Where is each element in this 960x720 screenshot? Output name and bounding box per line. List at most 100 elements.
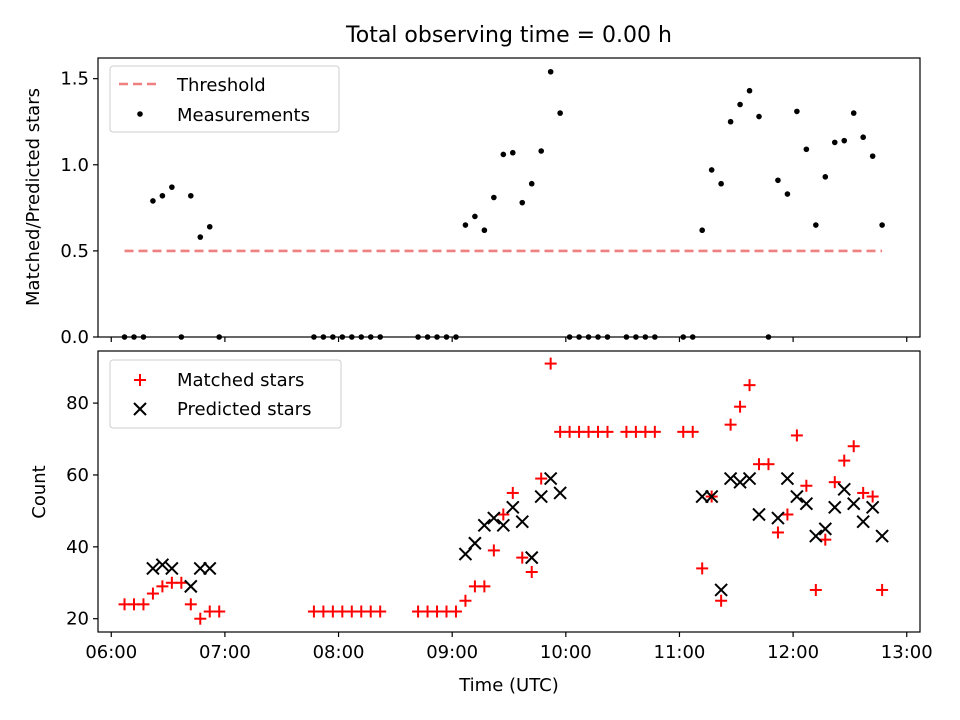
top-y-tick-label: 0.5 (60, 241, 89, 262)
matched-star-point (771, 526, 784, 539)
predicted-star-point (155, 558, 170, 572)
measurement-point (784, 191, 791, 197)
predicted-star-point (165, 561, 179, 576)
matched-star-point (724, 418, 737, 431)
top-legend: Threshold Measurements (109, 65, 340, 133)
predicted-star-point (771, 511, 785, 525)
predicted-star-point (487, 511, 501, 525)
predicted-star-point (534, 489, 548, 504)
measurement-point (737, 101, 743, 108)
predicted-star-point (193, 561, 207, 576)
measurement-point (140, 334, 147, 340)
bottom-y-tick-label: 60 (66, 465, 89, 486)
predicted-star-point (496, 518, 511, 532)
x-tick-label: 10:00 (540, 642, 592, 663)
measurement-point (879, 222, 885, 228)
matched-star-point (487, 544, 500, 557)
predicted-star-point (875, 529, 889, 543)
measurement-point (813, 222, 819, 228)
matched-star-point (696, 562, 709, 575)
predicted-star-point (506, 500, 520, 515)
measurement-point (131, 334, 137, 340)
measurement-point (216, 334, 223, 340)
measurement-point (699, 227, 705, 234)
measurement-point (538, 148, 544, 154)
matched-star-point (146, 587, 159, 600)
measurement-point (528, 180, 535, 187)
measurement-point (150, 198, 156, 204)
measurement-point (850, 110, 857, 116)
measurement-point (320, 334, 327, 340)
measurement-point (509, 149, 516, 156)
predicted-star-point (553, 486, 567, 500)
matched-star-point (781, 508, 794, 521)
legend-predicted-swatch (133, 402, 147, 416)
measurement-point (348, 334, 355, 340)
matched-star-point (686, 425, 699, 438)
measurement-point (415, 334, 421, 340)
measurement-point (121, 334, 128, 340)
x-tick-label: 08:00 (313, 642, 365, 663)
bottom-y-tick-label: 80 (66, 393, 89, 414)
matched-star-point (535, 472, 548, 485)
top-legend-box (109, 65, 340, 133)
measurement-point (197, 234, 204, 240)
measurement-point (188, 192, 194, 199)
predicted-star-point (752, 507, 766, 522)
matched-star-point (497, 508, 510, 521)
measurement-point (178, 334, 185, 340)
measurement-point (604, 334, 611, 340)
measurement-point (822, 174, 829, 180)
measurement-point (860, 134, 866, 141)
measurement-point (491, 194, 497, 201)
measurement-point (557, 110, 563, 116)
measurement-point (311, 334, 317, 340)
measurement-point (623, 334, 630, 340)
measurement-point (652, 334, 658, 340)
predicted-star-point (799, 497, 814, 511)
predicted-star-point (468, 536, 482, 550)
matched-star-point (866, 490, 879, 503)
matched-star-point (857, 486, 870, 499)
top-series (121, 68, 885, 340)
measurement-point (765, 334, 772, 340)
legend-measurements-label: Measurements (177, 105, 310, 126)
predicted-star-point (780, 471, 795, 486)
legend-threshold-label: Threshold (176, 75, 266, 96)
measurement-point (453, 334, 459, 340)
matched-star-point (175, 576, 188, 589)
bottom-legend: Matched stars Predicted stars (109, 359, 342, 429)
bottom-y-tick-label: 40 (66, 537, 89, 558)
bottom-plot: 20 40 60 80 06:00 07:00 08:00 09:00 10:00 11:00 1… (29, 350, 933, 696)
top-y-tick-label: 1.0 (60, 155, 89, 176)
matched-star-point (743, 379, 756, 392)
measurement-point (794, 108, 800, 115)
x-tick-label: 13:00 (881, 642, 933, 663)
predicted-star-point (790, 489, 804, 504)
measurement-point (367, 334, 374, 340)
bottom-series (118, 357, 889, 625)
matched-star-point (790, 429, 803, 442)
predicted-star-point (742, 471, 757, 486)
top-y-axis-label: Matched/Predicted stars (23, 88, 44, 306)
matched-star-point (838, 454, 851, 467)
predicted-star-point (203, 561, 217, 576)
measurement-point (803, 146, 810, 153)
predicted-star-point (865, 500, 880, 515)
top-x-ticks (110, 337, 908, 342)
top-y-ticks: 0.0 0.5 1.0 1.5 (60, 69, 98, 348)
predicted-star-point (146, 561, 160, 576)
predicted-star-point (704, 489, 719, 504)
predicted-star-point (828, 500, 842, 515)
matched-star-point (601, 425, 614, 438)
measurement-point (500, 151, 507, 158)
predicted-star-point (515, 514, 529, 529)
matched-star-point (876, 583, 889, 596)
matched-star-point (847, 440, 860, 453)
matched-star-point (156, 580, 169, 593)
matched-star-point (213, 605, 226, 618)
measurement-point (689, 334, 696, 340)
measurement-point (481, 227, 488, 234)
predicted-star-point (543, 471, 558, 486)
